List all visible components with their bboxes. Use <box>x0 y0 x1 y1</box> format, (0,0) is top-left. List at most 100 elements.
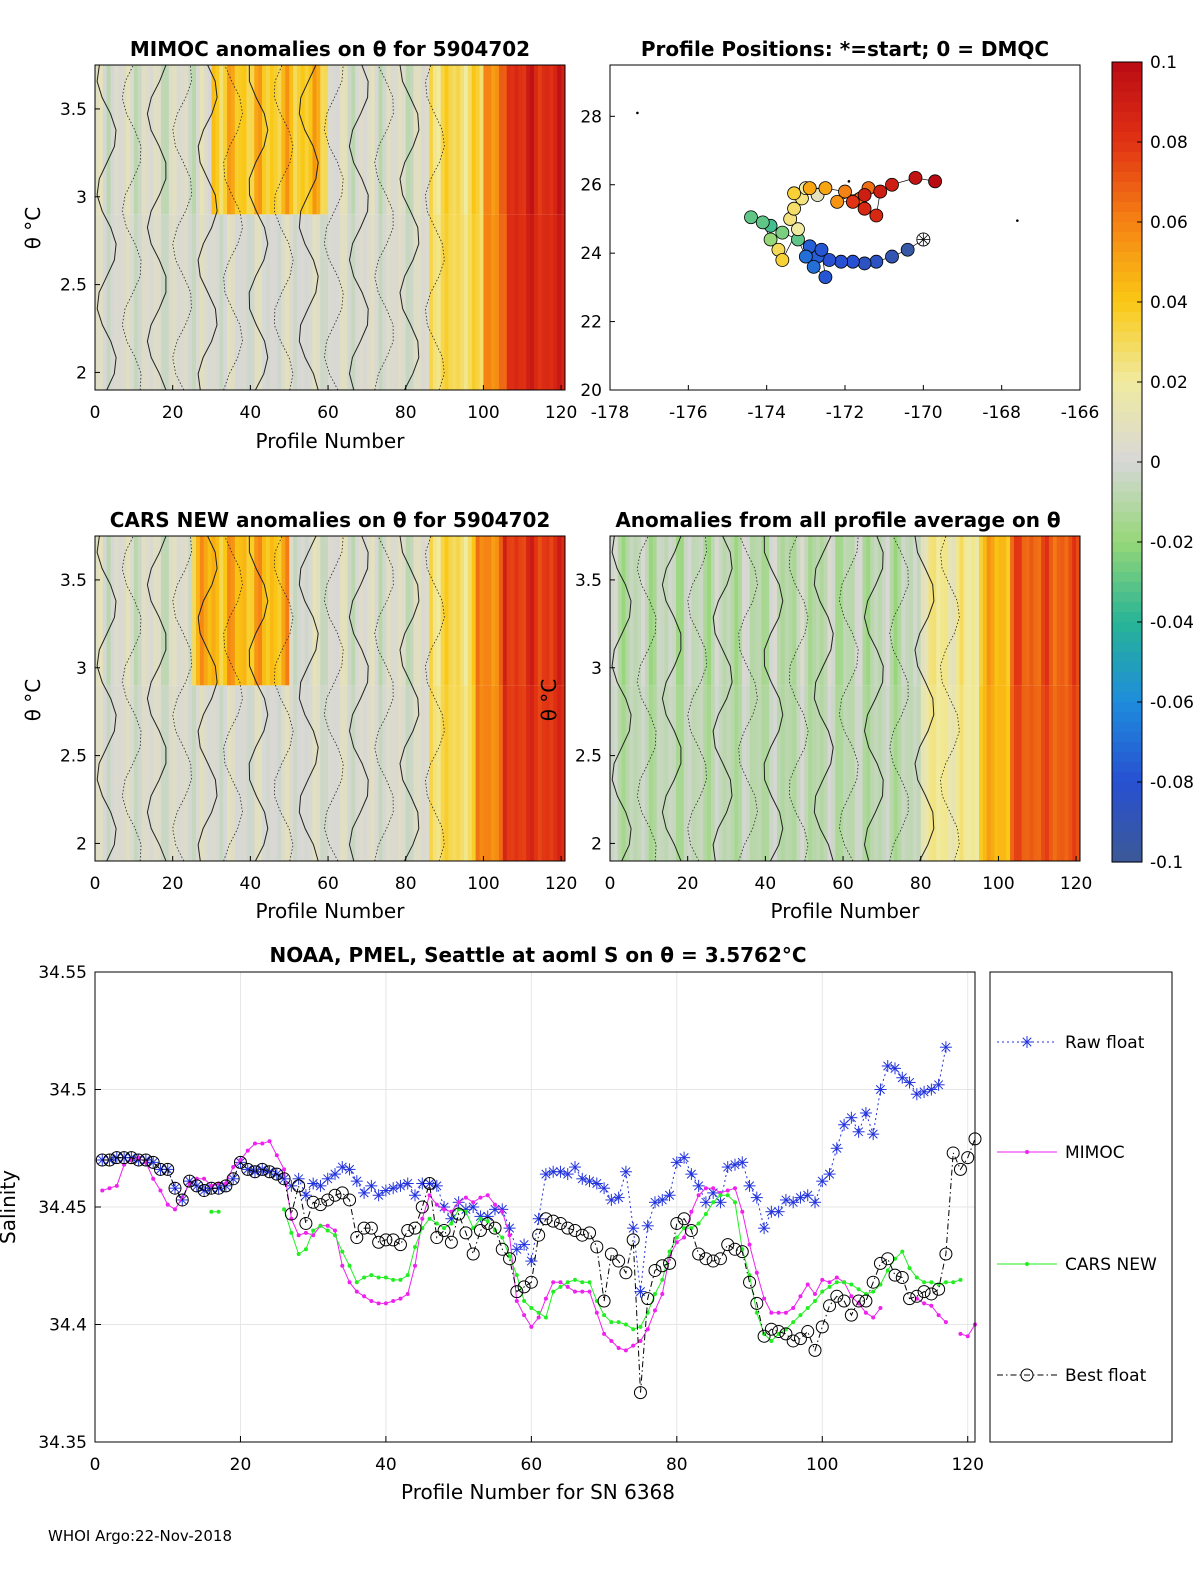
average-cell <box>633 536 638 686</box>
mimoc-point <box>405 1291 410 1296</box>
mimoc-cell <box>401 214 407 390</box>
best-float-point <box>103 1153 117 1167</box>
colorbar-step <box>1112 352 1142 363</box>
average-cell <box>928 685 933 861</box>
mimoc-point <box>529 1324 534 1329</box>
average-cell <box>885 536 891 686</box>
cars-cell <box>417 685 422 861</box>
best-float-point <box>321 1193 335 1207</box>
colorbar-step <box>1112 102 1142 113</box>
average-cell <box>703 685 708 861</box>
cars-cell <box>273 536 279 686</box>
average-cell <box>924 536 930 686</box>
average-cell <box>831 536 836 686</box>
average-cell <box>742 685 747 861</box>
cars-new-point <box>580 1280 585 1285</box>
average-cell <box>621 685 627 861</box>
best-float-point <box>772 1325 786 1339</box>
mimoc-cell <box>479 65 484 215</box>
best-float-point <box>939 1247 953 1261</box>
cars-cell <box>386 536 391 686</box>
average-cell <box>878 536 883 686</box>
mimoc-point <box>754 1270 759 1275</box>
cars-cell <box>479 685 484 861</box>
average-cell <box>679 536 685 686</box>
mimoc-cell <box>471 65 477 215</box>
legend-label: MIMOC <box>1065 1143 1125 1163</box>
cars-cell <box>320 685 325 861</box>
average-cell <box>1006 536 1011 686</box>
cars-cell <box>495 685 500 861</box>
average-cell <box>796 685 801 861</box>
colorbar-step <box>1112 292 1142 303</box>
positions-ytick-label: 22 <box>580 313 602 333</box>
profile-position-point <box>857 201 872 216</box>
mimoc-contour <box>348 64 369 391</box>
average-cell <box>784 685 790 861</box>
cars-cell <box>126 685 131 861</box>
cars-new-point <box>565 1280 570 1285</box>
mimoc-cell <box>296 65 302 215</box>
cars-cell <box>514 536 519 686</box>
mimoc-point <box>682 1235 687 1240</box>
average-cell <box>920 685 926 861</box>
cars-cell <box>273 685 279 861</box>
cars-new-point <box>929 1280 934 1285</box>
cars-cell <box>238 685 244 861</box>
average-cell <box>916 536 922 686</box>
best-float-point <box>953 1162 967 1176</box>
cars-cell <box>328 536 333 686</box>
average-cell <box>889 685 895 861</box>
mimoc-cell <box>262 65 267 215</box>
raw-float-point <box>766 1207 776 1217</box>
average-xtick-label: 100 <box>982 874 1014 894</box>
cars-cell <box>335 685 341 861</box>
raw-float-point <box>628 1223 638 1233</box>
cars-cell <box>324 536 329 686</box>
best-float-point <box>910 1289 924 1303</box>
cars-cell <box>370 685 376 861</box>
colorbar-step <box>1112 132 1142 143</box>
colorbar-step <box>1112 632 1142 643</box>
average-cell <box>633 685 638 861</box>
cars-cell <box>432 685 438 861</box>
average-cell <box>990 536 996 686</box>
mimoc-cell <box>242 214 247 390</box>
mimoc-point <box>340 1263 345 1268</box>
mimoc-xtick-label: 120 <box>545 403 577 423</box>
cars-cell <box>98 685 104 861</box>
mimoc-cell <box>227 65 232 215</box>
mimoc-cell <box>199 214 205 390</box>
average-cell <box>1041 685 1046 861</box>
average-cell <box>1010 685 1015 861</box>
average-cell <box>940 536 945 686</box>
average-contour <box>939 535 960 862</box>
cars-cell <box>491 685 496 861</box>
average-cell <box>1076 536 1081 686</box>
mimoc-cell <box>184 65 189 215</box>
average-cell <box>1068 685 1073 861</box>
stray-position-dot <box>847 180 851 183</box>
mimoc-cell <box>537 65 543 215</box>
average-cell <box>644 536 650 686</box>
cars-new-point <box>725 1193 730 1198</box>
cars-cell <box>118 536 123 686</box>
raw-float-point <box>875 1084 886 1095</box>
mimoc-cell <box>479 214 484 390</box>
cars-cell <box>188 536 193 686</box>
average-cell <box>730 685 735 861</box>
average-cell <box>905 685 910 861</box>
raw-float-point <box>715 1197 726 1207</box>
mimoc-point <box>231 1165 236 1170</box>
raw-float-point <box>737 1157 747 1167</box>
raw-float-point <box>439 1202 449 1212</box>
profile-position-point <box>818 270 833 285</box>
colorbar-step <box>1112 602 1142 613</box>
average-cell <box>811 536 817 686</box>
average-cell <box>963 536 968 686</box>
mimoc-point <box>769 1310 774 1315</box>
profile-position-point <box>763 232 778 247</box>
mimoc-cell <box>250 214 255 390</box>
average-contour <box>687 535 708 862</box>
average-cell <box>679 685 685 861</box>
